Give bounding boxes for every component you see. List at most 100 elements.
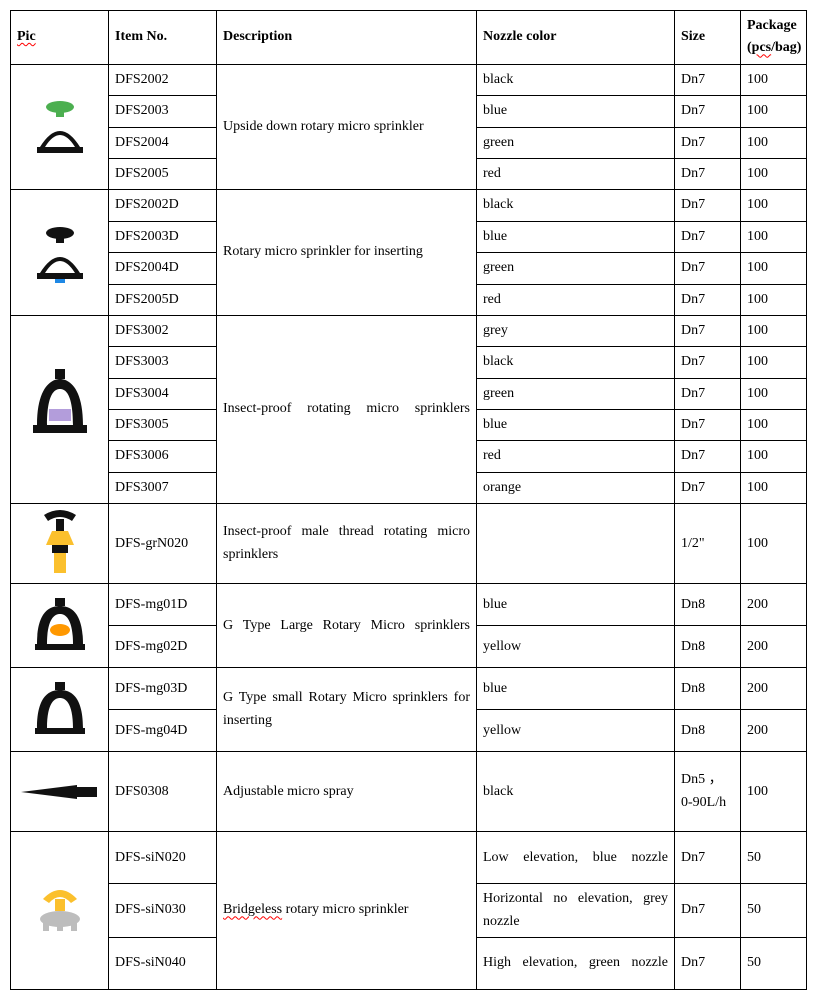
nozzle-cell: black: [477, 190, 675, 221]
pic-cell: [11, 64, 109, 190]
size-cell: Dn8: [675, 668, 741, 710]
size-cell: Dn7: [675, 410, 741, 441]
nozzle-cell: High elevation, green nozzle: [477, 938, 675, 990]
item-cell: DFS-mg01D: [109, 584, 217, 626]
table-row: DFS2002Upside down rotary micro sprinkle…: [11, 64, 807, 95]
desc-cell: Rotary micro sprinkler for inserting: [217, 190, 477, 316]
nozzle-cell: blue: [477, 221, 675, 252]
size-cell: Dn7: [675, 378, 741, 409]
desc-cell: Adjustable micro spray: [217, 752, 477, 832]
size-cell: Dn7: [675, 96, 741, 127]
nozzle-cell: red: [477, 441, 675, 472]
pkg-cell: 100: [741, 752, 807, 832]
item-cell: DFS2004D: [109, 253, 217, 284]
pkg-cell: 100: [741, 441, 807, 472]
item-cell: DFS2003D: [109, 221, 217, 252]
size-cell: Dn7: [675, 158, 741, 189]
nozzle-cell: blue: [477, 668, 675, 710]
size-cell: Dn7: [675, 221, 741, 252]
product-table: Pic Item No. Description Nozzle color Si…: [10, 10, 807, 990]
item-cell: DFS3004: [109, 378, 217, 409]
size-cell: Dn8: [675, 710, 741, 752]
pkg-cell: 100: [741, 253, 807, 284]
item-cell: DFS2004: [109, 127, 217, 158]
desc-cell: G Type Large Rotary Micro sprinklers: [217, 584, 477, 668]
size-cell: Dn7: [675, 315, 741, 346]
pkg-cell: 100: [741, 284, 807, 315]
nozzle-cell: [477, 504, 675, 584]
header-pkg: Package (pcs/bag): [741, 11, 807, 65]
size-cell: Dn7: [675, 938, 741, 990]
item-cell: DFS-mg04D: [109, 710, 217, 752]
item-cell: DFS2002: [109, 64, 217, 95]
item-cell: DFS3007: [109, 472, 217, 503]
table-row: DFS-mg03DG Type small Rotary Micro sprin…: [11, 668, 807, 710]
pkg-cell: 200: [741, 626, 807, 668]
item-cell: DFS-mg03D: [109, 668, 217, 710]
item-cell: DFS2002D: [109, 190, 217, 221]
desc-cell: Upside down rotary micro sprinkler: [217, 64, 477, 190]
size-cell: Dn5 ，0-90L/h: [675, 752, 741, 832]
header-desc: Description: [217, 11, 477, 65]
pic-cell: [11, 504, 109, 584]
nozzle-cell: Horizontal no elevation, grey nozzle: [477, 884, 675, 938]
item-cell: DFS-mg02D: [109, 626, 217, 668]
pkg-cell: 100: [741, 221, 807, 252]
nozzle-cell: black: [477, 347, 675, 378]
item-cell: DFS-siN040: [109, 938, 217, 990]
pkg-cell: 100: [741, 378, 807, 409]
size-cell: Dn7: [675, 64, 741, 95]
pkg-cell: 100: [741, 64, 807, 95]
size-cell: Dn7: [675, 253, 741, 284]
size-cell: Dn8: [675, 584, 741, 626]
pkg-cell: 200: [741, 668, 807, 710]
pkg-cell: 200: [741, 584, 807, 626]
item-cell: DFS-siN030: [109, 884, 217, 938]
nozzle-cell: red: [477, 158, 675, 189]
pkg-cell: 50: [741, 938, 807, 990]
size-cell: Dn7: [675, 441, 741, 472]
nozzle-cell: blue: [477, 96, 675, 127]
desc-cell: Insect-proof rotating micro sprinklers: [217, 315, 477, 503]
nozzle-cell: yellow: [477, 626, 675, 668]
pkg-cell: 100: [741, 347, 807, 378]
pkg-cell: 100: [741, 96, 807, 127]
nozzle-cell: red: [477, 284, 675, 315]
item-cell: DFS3002: [109, 315, 217, 346]
table-row: DFS-siN020Bridgeless rotary micro sprink…: [11, 832, 807, 884]
size-cell: Dn7: [675, 472, 741, 503]
pic-cell: [11, 832, 109, 990]
pkg-cell: 100: [741, 190, 807, 221]
pkg-cell: 100: [741, 315, 807, 346]
pkg-cell: 50: [741, 884, 807, 938]
nozzle-cell: blue: [477, 410, 675, 441]
nozzle-cell: black: [477, 64, 675, 95]
table-row: DFS-mg01DG Type Large Rotary Micro sprin…: [11, 584, 807, 626]
pic-cell: [11, 668, 109, 752]
item-cell: DFS2003: [109, 96, 217, 127]
item-cell: DFS2005D: [109, 284, 217, 315]
pic-cell: [11, 752, 109, 832]
size-cell: Dn7: [675, 127, 741, 158]
header-row: Pic Item No. Description Nozzle color Si…: [11, 11, 807, 65]
size-cell: Dn7: [675, 190, 741, 221]
header-pkg-unit: pcs: [752, 40, 771, 55]
table-row: DFS3002Insect-proof rotating micro sprin…: [11, 315, 807, 346]
desc-cell: Insect-proof male thread rotating micro …: [217, 504, 477, 584]
size-cell: Dn7: [675, 832, 741, 884]
nozzle-cell: grey: [477, 315, 675, 346]
pkg-cell: 50: [741, 832, 807, 884]
pkg-cell: 200: [741, 710, 807, 752]
table-row: DFS0308Adjustable micro sprayblackDn5 ，0…: [11, 752, 807, 832]
nozzle-cell: orange: [477, 472, 675, 503]
nozzle-cell: green: [477, 127, 675, 158]
item-cell: DFS0308: [109, 752, 217, 832]
pkg-cell: 100: [741, 127, 807, 158]
pkg-cell: 100: [741, 158, 807, 189]
item-cell: DFS2005: [109, 158, 217, 189]
nozzle-cell: Low elevation, blue nozzle: [477, 832, 675, 884]
nozzle-cell: green: [477, 253, 675, 284]
size-cell: Dn7: [675, 284, 741, 315]
nozzle-cell: black: [477, 752, 675, 832]
size-cell: Dn8: [675, 626, 741, 668]
